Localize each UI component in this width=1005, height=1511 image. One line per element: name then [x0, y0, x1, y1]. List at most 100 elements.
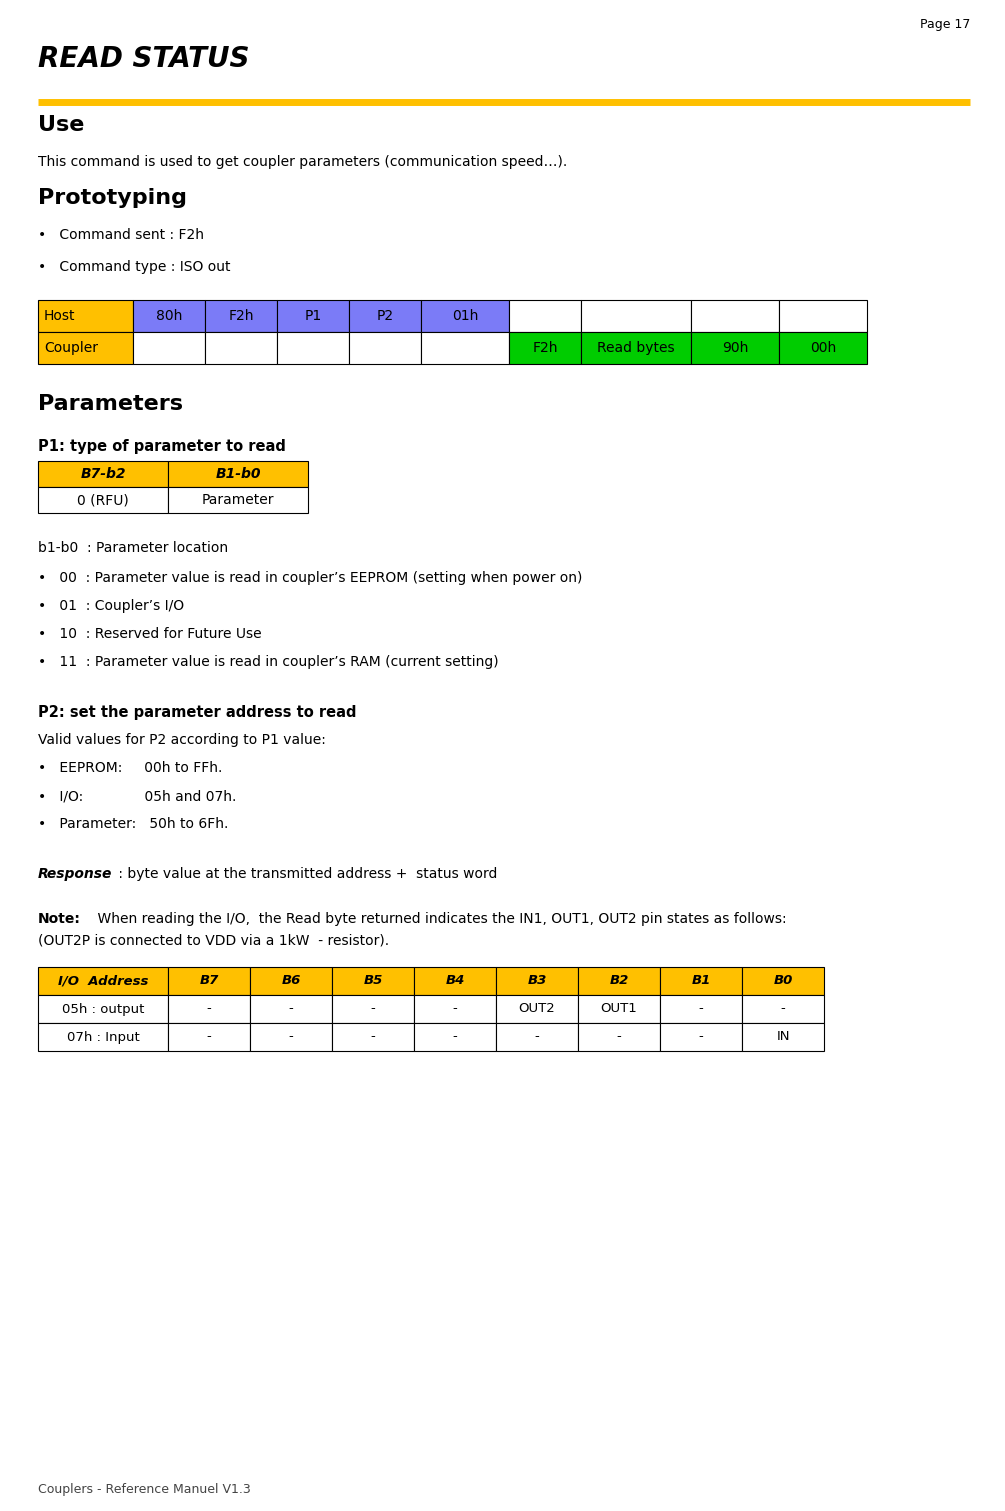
Text: OUT1: OUT1: [601, 1002, 637, 1015]
Text: P2: P2: [377, 310, 394, 323]
Bar: [496, 967, 578, 996]
Bar: [414, 1023, 496, 1052]
Bar: [578, 967, 660, 996]
Text: IN: IN: [776, 1031, 790, 1044]
Text: Coupler: Coupler: [44, 341, 98, 355]
Text: P2: set the parameter address to read: P2: set the parameter address to read: [38, 706, 357, 721]
Text: Couplers - Reference Manuel V1.3: Couplers - Reference Manuel V1.3: [38, 1482, 251, 1496]
Bar: [414, 996, 496, 1023]
Text: 90h: 90h: [722, 341, 748, 355]
Bar: [38, 301, 133, 332]
Text: F2h: F2h: [228, 310, 253, 323]
Bar: [414, 967, 496, 996]
Bar: [277, 301, 349, 332]
Bar: [250, 996, 332, 1023]
Bar: [578, 996, 660, 1023]
Text: -: -: [288, 1031, 293, 1044]
Bar: [250, 967, 332, 996]
Bar: [496, 1023, 578, 1052]
Text: Parameter: Parameter: [202, 493, 274, 508]
Text: : byte value at the transmitted address +  status word: : byte value at the transmitted address …: [114, 867, 497, 881]
Text: 07h : Input: 07h : Input: [66, 1031, 140, 1044]
Bar: [332, 967, 414, 996]
Text: -: -: [452, 1031, 457, 1044]
Text: F2h: F2h: [533, 341, 558, 355]
Bar: [168, 996, 250, 1023]
Text: -: -: [452, 1002, 457, 1015]
Text: b1-b0  : Parameter location: b1-b0 : Parameter location: [38, 541, 228, 555]
Text: (OUT2P is connected to VDD via a 1kW  - resistor).: (OUT2P is connected to VDD via a 1kW - r…: [38, 934, 389, 947]
Text: Valid values for P2 according to P1 value:: Valid values for P2 according to P1 valu…: [38, 733, 326, 746]
Text: B0: B0: [773, 975, 793, 988]
Bar: [277, 332, 349, 364]
Text: •   10  : Reserved for Future Use: • 10 : Reserved for Future Use: [38, 627, 261, 641]
Text: B6: B6: [281, 975, 300, 988]
Text: •   EEPROM:     00h to FFh.: • EEPROM: 00h to FFh.: [38, 762, 222, 775]
Bar: [168, 1023, 250, 1052]
Text: Host: Host: [44, 310, 75, 323]
Text: •   Command sent : F2h: • Command sent : F2h: [38, 228, 204, 242]
Bar: [168, 461, 308, 487]
Text: •   Command type : ISO out: • Command type : ISO out: [38, 260, 230, 273]
Bar: [168, 487, 308, 514]
Text: B7-b2: B7-b2: [80, 467, 126, 480]
Bar: [38, 967, 168, 996]
Bar: [250, 1023, 332, 1052]
Text: B4: B4: [445, 975, 464, 988]
Text: I/O  Address: I/O Address: [58, 975, 148, 988]
Bar: [38, 996, 168, 1023]
Text: -: -: [371, 1031, 376, 1044]
Text: -: -: [207, 1002, 211, 1015]
Text: •   11  : Parameter value is read in coupler’s RAM (current setting): • 11 : Parameter value is read in couple…: [38, 654, 498, 669]
Text: B1-b0: B1-b0: [215, 467, 260, 480]
Bar: [779, 332, 867, 364]
Text: -: -: [781, 1002, 785, 1015]
Bar: [38, 332, 133, 364]
Bar: [421, 332, 509, 364]
Text: Page 17: Page 17: [920, 18, 970, 32]
Text: Use: Use: [38, 115, 84, 134]
Text: READ STATUS: READ STATUS: [38, 45, 249, 73]
Text: 05h : output: 05h : output: [62, 1002, 144, 1015]
Bar: [421, 301, 509, 332]
Bar: [509, 301, 581, 332]
Text: -: -: [288, 1002, 293, 1015]
Bar: [205, 332, 277, 364]
Bar: [38, 1023, 168, 1052]
Bar: [133, 332, 205, 364]
Bar: [691, 332, 779, 364]
Bar: [660, 1023, 742, 1052]
Bar: [581, 332, 691, 364]
Bar: [332, 996, 414, 1023]
Bar: [581, 301, 691, 332]
Text: When reading the I/O,  the Read byte returned indicates the IN1, OUT1, OUT2 pin : When reading the I/O, the Read byte retu…: [80, 913, 787, 926]
Text: •   I/O:              05h and 07h.: • I/O: 05h and 07h.: [38, 789, 236, 802]
Text: P1: type of parameter to read: P1: type of parameter to read: [38, 440, 285, 453]
Text: B3: B3: [528, 975, 547, 988]
Bar: [660, 967, 742, 996]
Text: -: -: [617, 1031, 621, 1044]
Text: Read bytes: Read bytes: [597, 341, 674, 355]
Text: OUT2: OUT2: [519, 1002, 556, 1015]
Text: -: -: [535, 1031, 540, 1044]
Bar: [168, 967, 250, 996]
Bar: [38, 487, 168, 514]
Bar: [38, 461, 168, 487]
Text: Prototyping: Prototyping: [38, 187, 187, 209]
Bar: [742, 967, 824, 996]
Text: -: -: [698, 1002, 703, 1015]
Bar: [509, 332, 581, 364]
Text: -: -: [371, 1002, 376, 1015]
Text: P1: P1: [305, 310, 322, 323]
Text: •   00  : Parameter value is read in coupler’s EEPROM (setting when power on): • 00 : Parameter value is read in couple…: [38, 571, 582, 585]
Bar: [578, 1023, 660, 1052]
Bar: [496, 996, 578, 1023]
Text: •   01  : Coupler’s I/O: • 01 : Coupler’s I/O: [38, 598, 184, 613]
Text: 01h: 01h: [452, 310, 478, 323]
Text: -: -: [207, 1031, 211, 1044]
Text: •   Parameter:   50h to 6Fh.: • Parameter: 50h to 6Fh.: [38, 817, 228, 831]
Text: Parameters: Parameters: [38, 394, 183, 414]
Text: B7: B7: [199, 975, 219, 988]
Bar: [349, 301, 421, 332]
Bar: [205, 301, 277, 332]
